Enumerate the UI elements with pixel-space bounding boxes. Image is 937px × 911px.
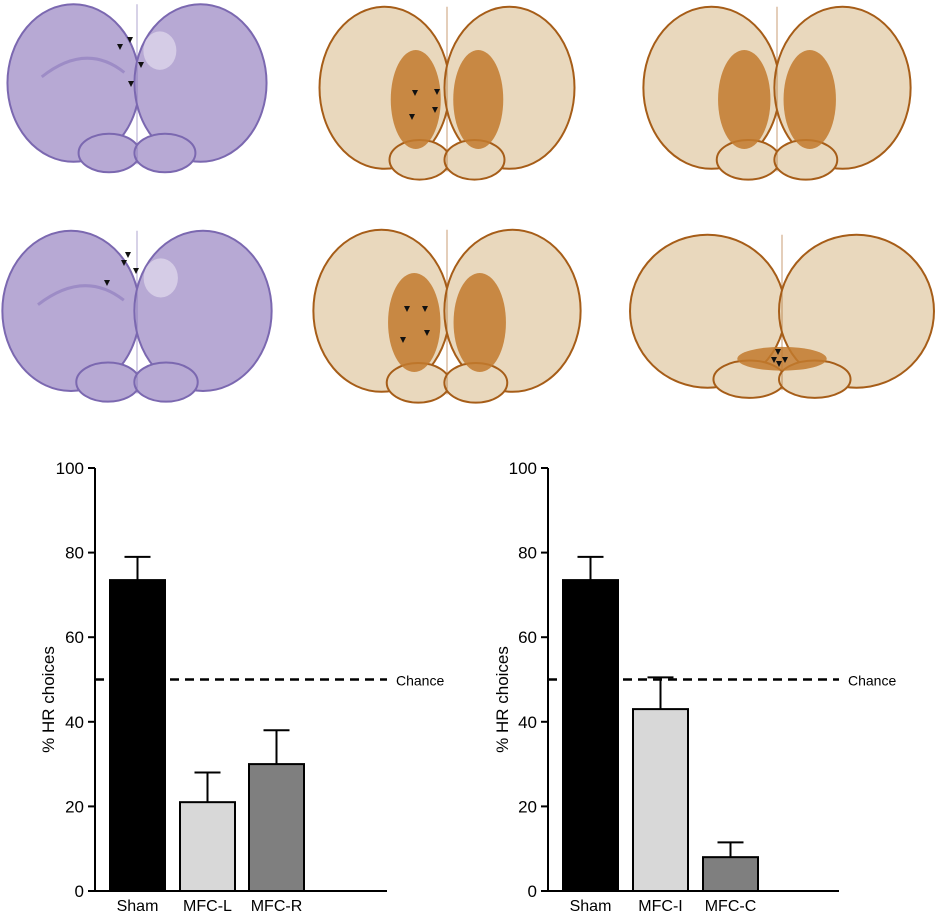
hemisphere [778, 233, 935, 389]
arrowhead-marker [127, 37, 133, 43]
ventral-lobe [75, 361, 141, 403]
x-tick-label: MFC-C [705, 898, 757, 911]
y-tick-label: 80 [518, 544, 537, 563]
chance-label: Chance [396, 673, 444, 689]
arrowhead-marker [434, 89, 440, 95]
corpus-callosum [37, 284, 125, 306]
y-tick-label: 60 [65, 628, 84, 647]
bar-mfc-i [632, 708, 689, 892]
y-tick-label: 0 [75, 882, 84, 901]
arrowhead-marker [121, 260, 127, 266]
bar-mfc-c [702, 856, 759, 892]
bar-chart-left: 0 20 40 60 80 100 % HR choices Sham MFC-L MFC-R Ch… [39, 459, 444, 911]
brain-section-1 [6, 3, 268, 174]
brain-section-4 [1, 229, 273, 403]
striatum-stain [453, 273, 506, 372]
x-tick-label: Sham [570, 898, 612, 911]
arrowhead-marker [404, 306, 410, 312]
ventral-lobe [77, 132, 141, 174]
y-tick-label: 20 [518, 797, 537, 816]
striatum-stain [390, 50, 441, 149]
y-tick-label: 0 [528, 882, 537, 901]
ventral-lobe [133, 361, 199, 403]
bar-sham [562, 579, 619, 892]
x-tick-label: MFC-I [638, 898, 682, 911]
arrowhead-marker [104, 280, 110, 286]
lesion [143, 31, 177, 70]
histology-panels [1, 3, 935, 404]
y-tick-label: 80 [65, 544, 84, 563]
arrowhead-marker [133, 268, 139, 274]
brain-section-5 [312, 228, 582, 404]
arrowhead-marker [782, 357, 788, 363]
lesion [143, 258, 178, 298]
brain-section-6 [629, 233, 935, 399]
chance-label: Chance [848, 673, 896, 689]
arrowhead-marker [771, 357, 777, 363]
bar-mfc-r [248, 763, 305, 892]
bar-mfc-l [179, 801, 236, 892]
arrowhead-marker [412, 90, 418, 96]
arrowhead-marker [432, 107, 438, 113]
x-tick-label: Sham [117, 898, 159, 911]
brain-section-2 [318, 5, 576, 181]
arrowhead-marker [422, 306, 428, 312]
arrowhead-marker [775, 349, 781, 355]
arrowhead-marker [400, 337, 406, 343]
stain-region [737, 346, 827, 371]
bar-sham [109, 579, 166, 892]
striatum-stain [388, 273, 441, 372]
y-axis-label: % HR choices [39, 646, 58, 753]
arrowhead-marker [424, 330, 430, 336]
brain-section-3 [642, 5, 912, 181]
corpus-callosum [40, 56, 126, 79]
y-tick-label: 40 [518, 713, 537, 732]
bar-chart-right: 0 20 40 60 80 100 % HR choices Sham MFC-I MFC-C Ch… [493, 459, 896, 911]
ventral-lobe [133, 132, 197, 174]
arrowhead-marker [409, 114, 415, 120]
arrowhead-marker [138, 62, 144, 68]
arrowhead-marker [125, 252, 131, 258]
y-tick-label: 100 [509, 459, 537, 478]
striatum-stain [453, 50, 504, 149]
x-tick-label: MFC-R [251, 898, 303, 911]
striatum-stain [783, 50, 836, 149]
y-axis-label: % HR choices [493, 646, 512, 753]
arrowhead-marker [776, 361, 782, 367]
y-tick-label: 60 [518, 628, 537, 647]
y-tick-label: 100 [56, 459, 84, 478]
arrowhead-marker [117, 44, 123, 50]
y-tick-label: 20 [65, 797, 84, 816]
y-tick-label: 40 [65, 713, 84, 732]
striatum-stain [718, 50, 771, 149]
arrowhead-marker [128, 81, 134, 87]
x-tick-label: MFC-L [183, 898, 232, 911]
